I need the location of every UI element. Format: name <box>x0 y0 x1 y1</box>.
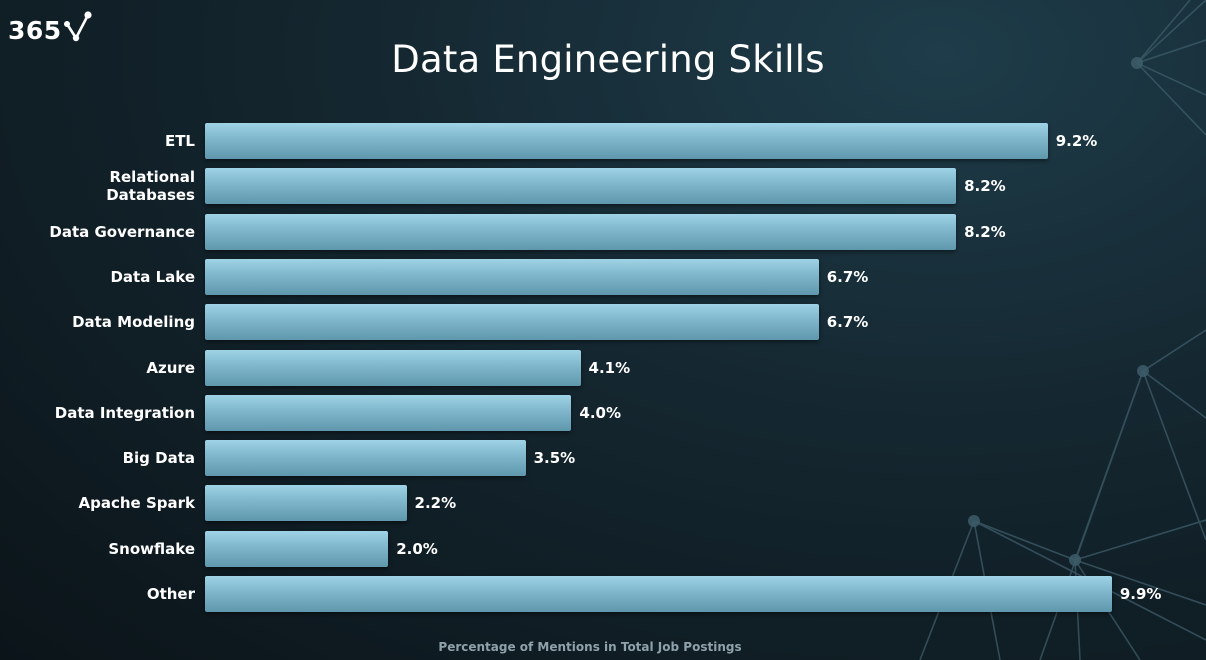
logo-text: 365 <box>8 15 62 45</box>
chart-row: Snowflake 2.0% <box>0 530 1206 568</box>
data-label: 6.7% <box>826 267 869 286</box>
data-label: 9.2% <box>1055 132 1098 150</box>
category-label: Big Data <box>122 449 195 468</box>
chart-row: Azure 4.1% <box>0 349 1206 387</box>
bar <box>205 213 957 250</box>
chart-row: ETL 9.2% <box>0 122 1206 160</box>
bar <box>205 485 407 522</box>
category-label: Relational Databases <box>106 168 195 205</box>
chart-row: Relational Databases 8.2% <box>0 167 1206 205</box>
bar <box>205 530 389 567</box>
bar <box>205 304 819 341</box>
check-network-icon <box>63 11 92 42</box>
category-label: Data Lake <box>110 267 195 286</box>
bar <box>205 440 526 477</box>
bar <box>205 394 572 431</box>
data-label: 2.2% <box>414 494 457 513</box>
chart-row: Other 9.9% <box>0 575 1206 613</box>
data-label: 8.2% <box>964 177 1006 196</box>
bar <box>205 168 957 205</box>
bar <box>205 349 581 386</box>
chart-row: Data Modeling 6.7% <box>0 303 1206 341</box>
chart-row: Data Governance 8.2% <box>0 213 1206 251</box>
bar <box>205 123 1048 159</box>
chart-row: Apache Spark 2.2% <box>0 484 1206 522</box>
chart-title: Data Engineering Skills <box>391 38 825 81</box>
data-label: 4.1% <box>588 358 631 377</box>
category-label: Azure <box>146 358 195 377</box>
chart-row: Big Data 3.5% <box>0 439 1206 477</box>
data-label: 4.0% <box>579 403 621 422</box>
category-label: Data Modeling <box>72 313 195 332</box>
data-label: 8.2% <box>964 222 1006 241</box>
category-label: Other <box>146 585 195 603</box>
brand-logo: 365 <box>8 10 93 50</box>
category-label: Data Governance <box>49 222 195 241</box>
data-label: 9.9% <box>1119 585 1162 603</box>
category-label: ETL <box>164 132 195 150</box>
category-label: Apache Spark <box>78 494 195 513</box>
data-label: 2.0% <box>396 539 438 558</box>
chart-row: Data Lake 6.7% <box>0 258 1206 296</box>
bar <box>205 576 1112 612</box>
x-axis-label: Percentage of Mentions in Total Job Post… <box>438 640 742 654</box>
chart-row: Data Integration 4.0% <box>0 394 1206 432</box>
category-label: Snowflake <box>108 539 195 558</box>
category-label: Data Integration <box>54 403 195 422</box>
data-label: 6.7% <box>826 313 869 332</box>
bar <box>205 258 819 295</box>
data-label: 3.5% <box>533 449 576 468</box>
